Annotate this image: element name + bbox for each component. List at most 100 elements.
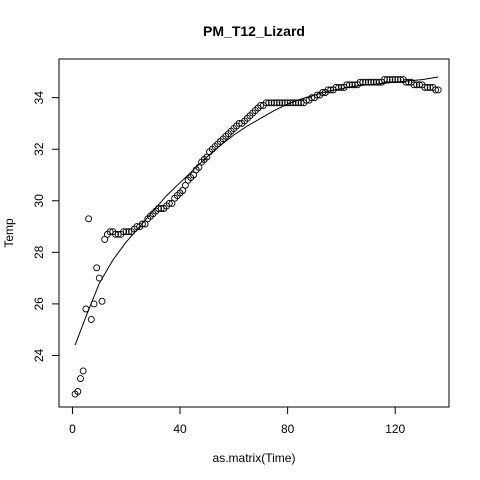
data-point xyxy=(324,86,332,94)
data-point xyxy=(289,99,297,107)
data-point xyxy=(273,99,281,107)
points-layer xyxy=(71,76,442,398)
data-point xyxy=(85,215,93,223)
data-point xyxy=(375,78,383,86)
data-point xyxy=(405,78,413,86)
data-point xyxy=(367,78,375,86)
data-point xyxy=(120,228,128,236)
data-point xyxy=(112,230,119,238)
data-point xyxy=(337,83,345,91)
data-point xyxy=(380,76,388,84)
data-point xyxy=(278,99,286,107)
x-axis-label: as.matrix(Time) xyxy=(213,451,296,465)
chart-title: PM_T12_Lizard xyxy=(203,23,305,39)
x-tick-label: 40 xyxy=(173,422,187,436)
x-tick-label: 120 xyxy=(385,422,405,436)
data-point xyxy=(402,78,410,86)
data-point xyxy=(394,76,402,84)
data-point xyxy=(284,99,292,107)
data-point xyxy=(114,230,122,238)
y-tick-label: 28 xyxy=(32,245,46,259)
data-point xyxy=(138,220,146,228)
data-point xyxy=(386,76,394,84)
y-tick-label: 34 xyxy=(32,91,46,105)
y-tick-label: 26 xyxy=(32,297,46,311)
data-point xyxy=(426,83,434,91)
data-point xyxy=(343,81,351,89)
data-point xyxy=(335,83,343,91)
data-point xyxy=(190,171,197,179)
y-axis-label: Temp xyxy=(2,218,16,248)
data-point xyxy=(389,76,396,84)
data-point xyxy=(364,78,372,86)
data-point xyxy=(257,101,265,109)
data-point xyxy=(168,199,176,207)
data-point xyxy=(286,99,294,107)
data-point xyxy=(106,228,114,236)
data-point xyxy=(346,81,353,89)
data-point xyxy=(434,86,442,94)
data-point xyxy=(348,81,356,89)
data-point xyxy=(362,78,370,86)
data-point xyxy=(235,119,243,127)
data-point xyxy=(77,375,84,383)
y-tick-label: 24 xyxy=(32,348,46,362)
data-point xyxy=(270,99,278,107)
data-point xyxy=(383,76,391,84)
data-point xyxy=(308,94,316,102)
x-tick-label: 0 xyxy=(69,422,76,436)
data-point xyxy=(372,78,380,86)
data-point xyxy=(95,274,103,282)
data-point xyxy=(155,205,162,212)
data-point xyxy=(356,78,364,86)
data-point xyxy=(203,153,211,161)
data-point xyxy=(276,99,284,107)
data-point xyxy=(410,81,418,89)
data-point xyxy=(413,81,421,89)
data-point xyxy=(268,99,275,107)
data-point xyxy=(332,83,340,91)
data-point xyxy=(90,300,98,308)
data-point xyxy=(79,367,87,375)
data-point xyxy=(281,99,289,107)
fit-line-layer xyxy=(74,76,439,346)
data-point xyxy=(397,76,405,84)
data-point xyxy=(313,91,321,99)
data-point xyxy=(424,83,431,91)
x-tick-label: 80 xyxy=(281,422,295,436)
plot-border xyxy=(58,58,450,408)
data-point xyxy=(87,315,95,323)
data-point xyxy=(292,99,300,107)
data-point xyxy=(93,264,101,272)
data-point xyxy=(370,78,378,86)
data-point xyxy=(133,223,141,231)
data-point xyxy=(265,99,273,107)
data-point xyxy=(74,388,82,395)
data-point xyxy=(179,187,187,194)
data-point xyxy=(141,220,149,228)
data-point xyxy=(122,228,130,236)
y-axis: 24 26 28 30 32 34 xyxy=(32,91,60,362)
data-point xyxy=(391,76,399,84)
data-point xyxy=(421,83,429,91)
data-point xyxy=(157,205,165,212)
y-tick-label: 30 xyxy=(32,194,46,208)
y-tick-label: 32 xyxy=(32,142,46,156)
data-point xyxy=(125,228,133,236)
fit-line xyxy=(74,76,439,346)
data-point xyxy=(82,305,90,313)
data-point xyxy=(195,163,203,171)
data-point xyxy=(351,81,359,89)
data-point xyxy=(262,99,270,107)
data-point xyxy=(165,199,173,207)
data-point xyxy=(302,96,310,104)
data-point xyxy=(415,81,423,89)
data-point xyxy=(294,99,302,107)
data-point xyxy=(359,78,367,86)
data-point xyxy=(319,89,327,96)
data-point xyxy=(297,99,305,107)
data-point xyxy=(98,297,106,305)
data-point xyxy=(432,86,440,94)
x-axis: 0 40 80 120 xyxy=(69,406,406,436)
